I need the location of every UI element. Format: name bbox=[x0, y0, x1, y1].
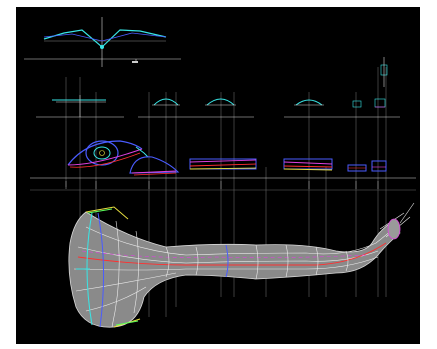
cad-viewport[interactable] bbox=[16, 7, 420, 344]
perspective-mesh bbox=[68, 202, 415, 328]
top-profile-view bbox=[24, 17, 181, 67]
side-elevation-row bbox=[30, 140, 416, 191]
nose-marker bbox=[380, 57, 388, 87]
cross-section-row bbox=[36, 95, 400, 118]
wireframe-drawing bbox=[24, 17, 416, 328]
